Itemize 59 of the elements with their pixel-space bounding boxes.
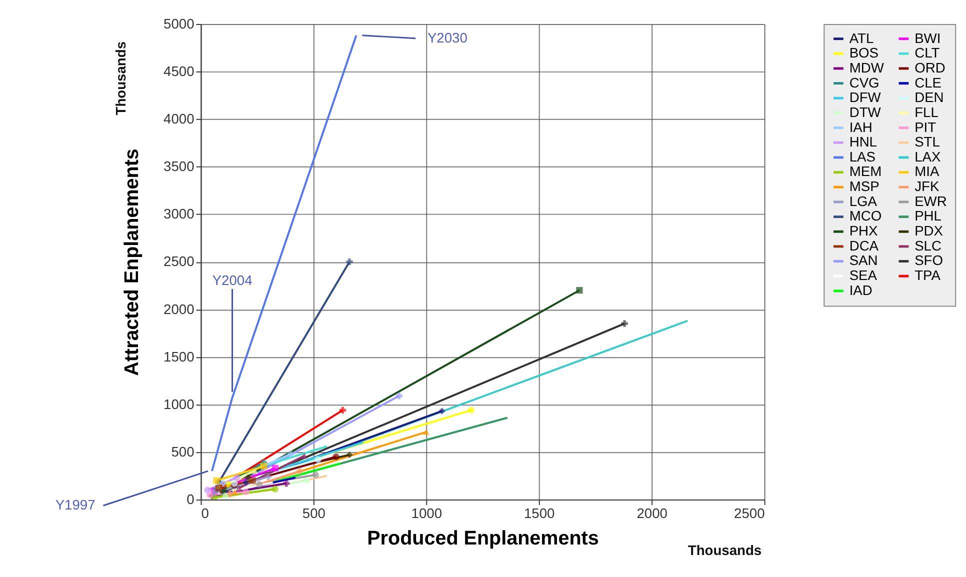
legend-label: PIT xyxy=(914,118,937,135)
legend-label: PHX xyxy=(849,222,878,239)
y-tick-label: 4500 xyxy=(164,62,195,79)
legend-label: PDX xyxy=(914,222,944,239)
x-tick-label: 1500 xyxy=(524,504,556,521)
x-tick-label: 2000 xyxy=(636,504,668,521)
legend-label: BOS xyxy=(849,44,879,61)
legend-label: BWI xyxy=(914,30,941,46)
legend-label: DTW xyxy=(849,104,881,120)
legend-label: MEM xyxy=(849,163,882,180)
x-tick-label: 2500 xyxy=(734,504,766,521)
legend-label: SAN xyxy=(849,252,878,268)
x-tick-label: 500 xyxy=(302,504,326,521)
legend-label: SFO xyxy=(914,252,944,268)
legend-label: LAS xyxy=(849,148,876,164)
x-axis-title: Produced Enplanements xyxy=(367,528,599,550)
legend-label: CLT xyxy=(914,44,940,61)
legend-label: IAD xyxy=(849,282,872,298)
legend-label: FLL xyxy=(914,104,939,120)
x-tick-label: 0 xyxy=(201,504,210,521)
legend-label: LGA xyxy=(849,192,878,209)
y-tick-label: 3500 xyxy=(164,158,195,174)
legend-label: SEA xyxy=(849,267,878,284)
x-tick-label: 1000 xyxy=(411,504,442,521)
y-tick-label: 2500 xyxy=(164,253,195,270)
legend-label: MSP xyxy=(849,178,880,194)
annotation: Y2004 xyxy=(212,272,253,288)
legend-label: ORD xyxy=(914,59,946,76)
y-tick-label: 2000 xyxy=(164,300,195,317)
y-tick-label: 3000 xyxy=(164,206,195,222)
legend-label: HNL xyxy=(849,134,878,150)
legend-label: CVG xyxy=(849,74,880,90)
legend-label: LAX xyxy=(914,148,941,164)
legend-label: DCA xyxy=(849,237,880,254)
y-tick-label: 5000 xyxy=(164,15,195,32)
y-tick-label: 1000 xyxy=(164,396,195,412)
legend-label: TPA xyxy=(914,267,942,284)
legend-label: DEN xyxy=(914,89,944,106)
legend-label: IAH xyxy=(849,118,872,135)
y-tick-label: 4000 xyxy=(164,110,195,127)
legend-label: PHL xyxy=(914,208,942,224)
y-tick-label: 0 xyxy=(186,491,195,508)
legend-label: ATL xyxy=(849,30,874,46)
legend-label: CLE xyxy=(914,74,942,90)
legend-label: MIA xyxy=(914,163,940,180)
y-axis-title: Attracted Enplanements xyxy=(120,148,143,376)
text: Thousands xyxy=(688,542,762,558)
legend-label: DFW xyxy=(849,89,881,106)
legend-label: STL xyxy=(914,134,940,150)
annotation: Y2030 xyxy=(427,29,468,46)
text: Thousands xyxy=(112,41,129,116)
legend-label: EWR xyxy=(914,192,947,209)
legend-label: MDW xyxy=(849,59,884,76)
legend-label: MCO xyxy=(849,208,882,224)
annotation: Y1997 xyxy=(55,496,96,513)
legend-label: SLC xyxy=(914,237,942,254)
y-tick-label: 500 xyxy=(171,443,195,460)
legend-label: JFK xyxy=(914,178,940,194)
y-tick-label: 1500 xyxy=(164,348,195,364)
